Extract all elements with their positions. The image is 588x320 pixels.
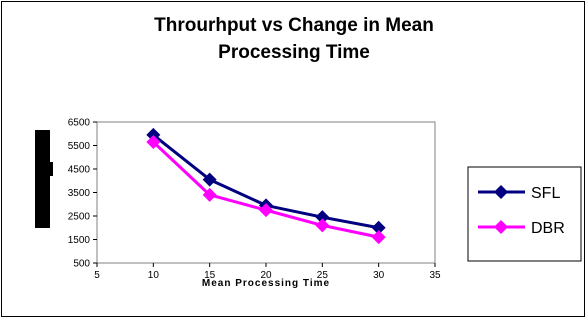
data-point-sfl (146, 127, 161, 142)
y-axis-label-notch (47, 162, 53, 176)
legend-marker-sfl (494, 185, 508, 199)
y-tick-label: 5500 (68, 141, 91, 152)
legend-label-sfl: SFL (531, 185, 560, 202)
data-point-sfl (315, 210, 330, 225)
legend-label-dbr: DBR (531, 220, 565, 237)
x-tick-label: 35 (429, 270, 441, 281)
legend-box (467, 166, 582, 262)
series-layer (146, 127, 386, 245)
axes: 500 1500 2500 3500 4500 5500 6500 5 10 15 20 25 30 35 (68, 118, 441, 282)
chart-title-line-2: Processing Time (218, 42, 370, 63)
x-tick-label: 5 (94, 270, 100, 281)
data-point-dbr (202, 187, 217, 202)
x-tick-label: 25 (317, 270, 329, 281)
y-tick-label: 2500 (68, 212, 91, 223)
x-tick-label: 15 (204, 270, 216, 281)
y-tick-label: 3500 (68, 188, 91, 199)
data-point-sfl (371, 220, 386, 235)
data-point-dbr (371, 230, 386, 245)
y-axis-label-block (35, 130, 50, 228)
x-tick-label: 10 (148, 270, 160, 281)
data-point-sfl (202, 172, 217, 187)
chart-title: Throurhput vs Change in Mean Processing … (0, 12, 588, 66)
chart-title-line-1: Throurhput vs Change in Mean (154, 15, 434, 36)
y-tick-label: 4500 (68, 165, 91, 176)
y-tick-label: 500 (73, 259, 90, 270)
x-axis-label: Mean Processing Time (202, 278, 330, 289)
y-tick-label: 1500 (68, 235, 91, 246)
legend-marker-dbr (494, 220, 508, 234)
y-tick-label: 6500 (68, 118, 91, 129)
data-point-dbr (259, 203, 273, 218)
data-point-dbr (146, 134, 161, 149)
data-point-dbr (315, 218, 330, 233)
x-tick-label: 30 (373, 270, 385, 281)
legend: SFL DBR (467, 166, 582, 262)
x-tick-label: 20 (260, 270, 272, 281)
